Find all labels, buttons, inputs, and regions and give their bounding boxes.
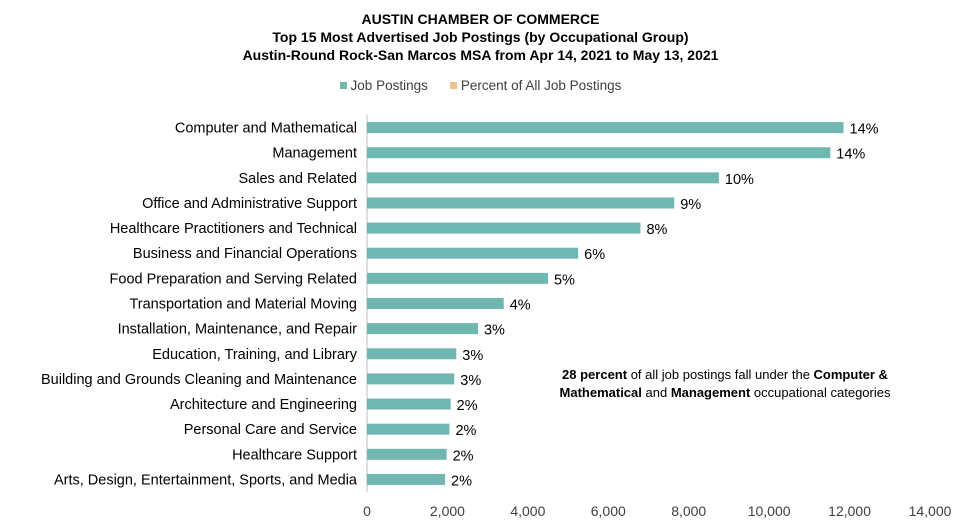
bar (367, 172, 719, 184)
category-label: Business and Financial Operations (133, 246, 357, 262)
bar (367, 373, 455, 385)
legend-label-job-postings: Job Postings (350, 78, 428, 93)
chart-titles: AUSTIN CHAMBER OF COMMERCE Top 15 Most A… (0, 10, 961, 64)
x-tick-label: 6,000 (591, 503, 626, 519)
data-label: 14% (850, 122, 879, 138)
data-label: 5% (554, 272, 575, 288)
legend-label-percent: Percent of All Job Postings (460, 78, 622, 93)
note-text-1: of all job postings fall under the (627, 367, 814, 382)
data-label: 3% (462, 348, 483, 364)
legend-swatch-percent (449, 82, 457, 89)
bar (367, 197, 675, 209)
legend-item-percent: Percent of All Job Postings (449, 78, 622, 93)
data-label: 14% (836, 147, 865, 163)
category-label: Transportation and Material Moving (129, 297, 357, 313)
category-label: Installation, Maintenance, and Repair (118, 322, 358, 338)
chart-title-line3: Austin-Round Rock-San Marcos MSA from Ap… (242, 47, 719, 63)
note-bold-management: Management (670, 385, 751, 400)
category-label: Management (272, 146, 357, 162)
category-label: Building and Grounds Cleaning and Mainte… (41, 372, 357, 388)
data-label: 9% (680, 197, 701, 213)
data-label: 6% (584, 247, 605, 263)
bar (367, 348, 457, 360)
annotation-note: 28 percent of all job postings fall unde… (510, 366, 940, 402)
category-label: Healthcare Practitioners and Technical (110, 221, 357, 237)
data-label: 8% (646, 222, 667, 238)
bar (367, 323, 478, 335)
x-tick-label: 14,000 (909, 503, 952, 519)
category-label: Healthcare Support (232, 447, 357, 463)
note-bold-28-percent: 28 percent (562, 367, 628, 382)
x-tick-label: 0 (363, 503, 371, 519)
x-tick-label: 8,000 (671, 503, 706, 519)
data-label: 4% (510, 298, 531, 314)
bar (367, 448, 447, 460)
bar (367, 272, 548, 284)
x-tick-label: 10,000 (748, 503, 791, 519)
data-label: 2% (455, 423, 476, 439)
bar (367, 122, 844, 134)
legend-item-job-postings: Job Postings (339, 78, 428, 93)
data-label: 2% (453, 448, 474, 464)
legend-swatch-job-postings (339, 82, 347, 89)
bar (367, 398, 451, 410)
bar (367, 473, 446, 485)
data-label: 2% (457, 398, 478, 414)
note-text-3: occupational categories (750, 385, 891, 400)
x-tick-label: 2,000 (430, 503, 465, 519)
bar (367, 298, 504, 309)
x-tick-label: 12,000 (828, 503, 871, 519)
category-label: Sales and Related (239, 171, 358, 187)
chart-title-line1: AUSTIN CHAMBER OF COMMERCE (361, 11, 600, 27)
note-bold-computer: Computer & (813, 367, 888, 382)
data-label: 3% (484, 323, 505, 339)
bar (367, 247, 579, 259)
bar (367, 423, 450, 435)
category-label: Education, Training, and Library (152, 347, 357, 363)
category-label: Personal Care and Service (184, 422, 357, 438)
data-label: 2% (451, 473, 472, 489)
note-text-2: and (641, 385, 671, 400)
category-label: Architecture and Engineering (170, 397, 357, 413)
category-label: Computer and Mathematical (175, 121, 357, 137)
x-tick-label: 4,000 (510, 503, 545, 519)
category-label: Arts, Design, Entertainment, Sports, and… (54, 472, 358, 488)
bar (367, 222, 641, 234)
category-label: Food Preparation and Serving Related (110, 271, 357, 287)
chart-title-line2: Top 15 Most Advertised Job Postings (by … (272, 29, 689, 45)
note-bold-mathematical: Mathematical (559, 385, 642, 400)
chart-legend: Job Postings Percent of All Job Postings (0, 78, 961, 93)
category-label: Office and Administrative Support (142, 196, 357, 212)
data-label: 10% (725, 172, 754, 188)
bar (367, 147, 831, 159)
data-label: 3% (460, 373, 481, 389)
